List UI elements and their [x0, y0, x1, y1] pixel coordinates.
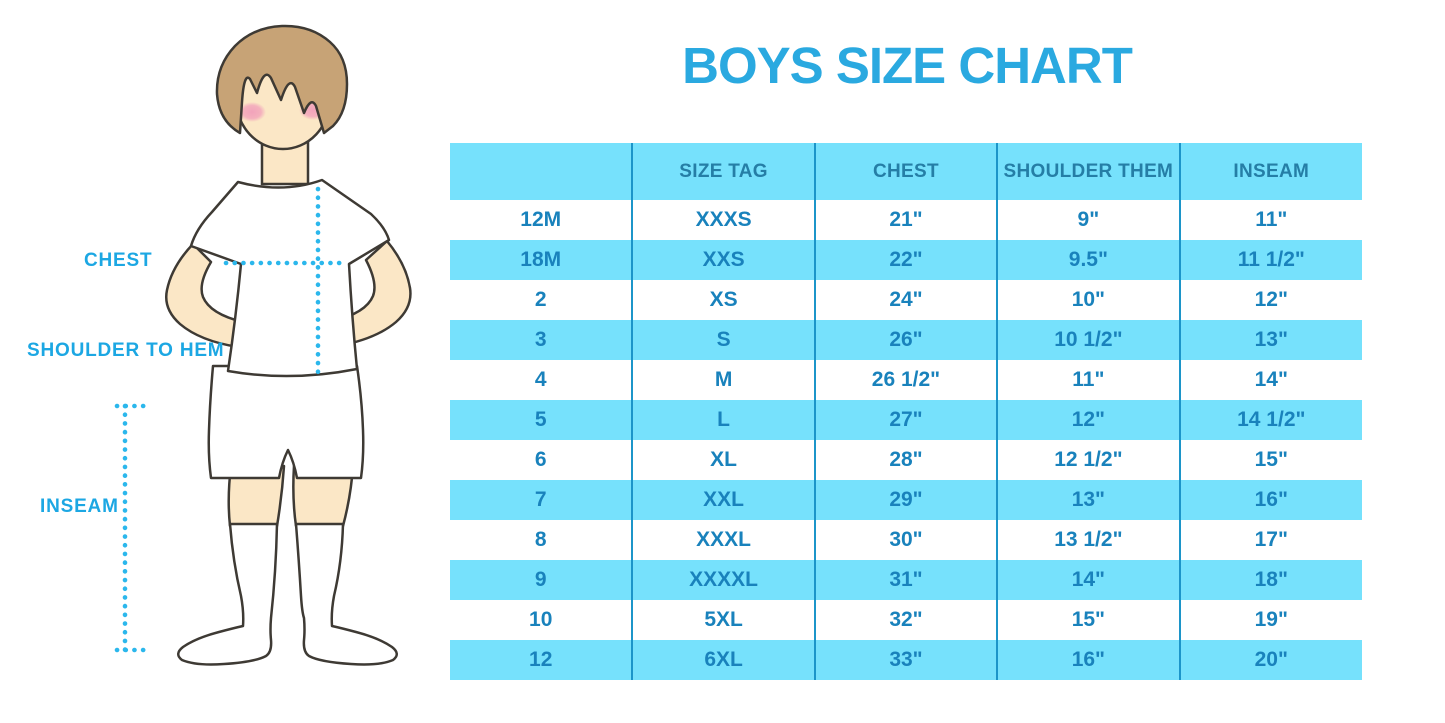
cell-chest: 32" — [813, 600, 998, 640]
cell-size: 3 — [450, 320, 633, 360]
cell-inseam: 17" — [1178, 520, 1362, 560]
cell-shoulder: 14" — [996, 560, 1180, 600]
cell-shoulder: 11" — [996, 360, 1180, 400]
cell-size: 7 — [450, 480, 633, 520]
cell-inseam: 11 1/2" — [1178, 240, 1362, 280]
cell-chest: 26" — [813, 320, 998, 360]
cell-inseam: 15" — [1178, 440, 1362, 480]
table-row: 2 XS 24" 10" 12" — [450, 280, 1362, 320]
header-cell-size-tag: SIZE TAG — [631, 143, 815, 200]
cell-shoulder: 13 1/2" — [996, 520, 1180, 560]
cell-chest: 26 1/2" — [813, 360, 998, 400]
cell-inseam: 13" — [1178, 320, 1362, 360]
cell-inseam: 19" — [1178, 600, 1362, 640]
cell-chest: 22" — [813, 240, 998, 280]
cell-size: 12 — [450, 640, 633, 680]
cell-size: 4 — [534, 368, 547, 391]
cell-size-tag: 6XL — [631, 640, 815, 680]
table-row: 8 XXXL 30" 13 1/2" 17" — [450, 520, 1362, 560]
cell-size-tag: XXS — [631, 240, 815, 280]
page-title: BOYS SIZE CHART — [682, 37, 1133, 94]
table-row: 5 L 27" 12" 14 1/2" — [450, 400, 1362, 440]
cell-chest: 31" — [813, 560, 998, 600]
cell-chest: 30" — [813, 520, 998, 560]
cell-size-tag: XL — [631, 440, 815, 480]
boy-shirt — [189, 178, 391, 378]
table-row: 12 6XL 33" 16" 20" — [450, 640, 1362, 680]
cell-inseam: 16" — [1178, 480, 1362, 520]
cell-inseam: 14 1/2" — [1178, 400, 1362, 440]
cell-shoulder: 12" — [996, 400, 1180, 440]
cell-shoulder: 9.5" — [996, 240, 1180, 280]
boy-hair — [215, 24, 349, 135]
cell-size-tag: XXXS — [631, 200, 815, 240]
cell-size: 18M — [450, 240, 633, 280]
table-row: 18M XXS 22" 9.5" 11 1/2" — [450, 240, 1362, 280]
cell-inseam: 12" — [1178, 280, 1362, 320]
cell-inseam: 11" — [1178, 200, 1362, 240]
boy-legs — [177, 464, 398, 666]
cell-chest: 33" — [813, 640, 998, 680]
cell-size: 8 — [534, 528, 547, 551]
cell-chest: 27" — [813, 400, 998, 440]
measurement-lines — [114, 186, 350, 653]
right-sock — [294, 522, 398, 666]
header-cell-inseam: INSEAM — [1178, 143, 1362, 200]
cell-shoulder: 10" — [996, 280, 1180, 320]
table-row: 3 S 26" 10 1/2" 13" — [450, 320, 1362, 360]
cell-size-tag: XXXXL — [631, 560, 815, 600]
cell-inseam: 18" — [1178, 560, 1362, 600]
cell-chest: 24" — [813, 280, 998, 320]
cell-shoulder: 10 1/2" — [996, 320, 1180, 360]
cell-size: 12M — [520, 208, 562, 231]
table-row: 12M XXXS 21" 9" 11" — [450, 200, 1362, 240]
table-row: 7 XXL 29" 13" 16" — [450, 480, 1362, 520]
cell-size-tag: M — [631, 360, 815, 400]
boy-illustration — [114, 24, 412, 666]
table-row: 9 XXXXL 31" 14" 18" — [450, 560, 1362, 600]
cell-shoulder: 9" — [996, 200, 1180, 240]
cell-shoulder: 13" — [996, 480, 1180, 520]
cell-chest: 21" — [813, 200, 998, 240]
cell-size-tag: S — [631, 320, 815, 360]
header-cell-shoulder: SHOULDER THEM — [996, 143, 1180, 200]
cell-size: 5 — [450, 400, 633, 440]
header-cell-blank — [450, 143, 633, 200]
table-header-row: SIZE TAG CHEST SHOULDER THEM INSEAM — [450, 143, 1362, 200]
inseam-label: INSEAM — [40, 496, 119, 517]
cell-shoulder: 15" — [996, 600, 1180, 640]
boy-head — [215, 24, 349, 151]
cell-size: 10 — [529, 608, 553, 631]
cell-inseam: 14" — [1178, 360, 1362, 400]
cell-size: 9 — [450, 560, 633, 600]
cell-size-tag: 5XL — [631, 600, 815, 640]
cell-size-tag: XS — [631, 280, 815, 320]
boy-shorts — [207, 364, 365, 480]
shoulder-to-hem-label: SHOULDER TO HEM — [27, 340, 225, 361]
cell-size: 6 — [534, 448, 547, 471]
left-sock — [177, 522, 279, 666]
table-row: 10 5XL 32" 15" 19" — [450, 600, 1362, 640]
cell-size-tag: XXXL — [631, 520, 815, 560]
cell-size-tag: XXL — [631, 480, 815, 520]
cell-chest: 29" — [813, 480, 998, 520]
table-row: 4 M 26 1/2" 11" 14" — [450, 360, 1362, 400]
header-cell-chest: CHEST — [813, 143, 998, 200]
cell-chest: 28" — [813, 440, 998, 480]
size-table: SIZE TAG CHEST SHOULDER THEM INSEAM 12M X… — [450, 143, 1362, 680]
cell-shoulder: 16" — [996, 640, 1180, 680]
cell-size: 2 — [534, 288, 547, 311]
chest-label: CHEST — [84, 250, 153, 271]
cell-size-tag: L — [631, 400, 815, 440]
cell-shoulder: 12 1/2" — [996, 440, 1180, 480]
cell-inseam: 20" — [1178, 640, 1362, 680]
blush-left — [238, 102, 266, 122]
table-row: 6 XL 28" 12 1/2" 15" — [450, 440, 1362, 480]
